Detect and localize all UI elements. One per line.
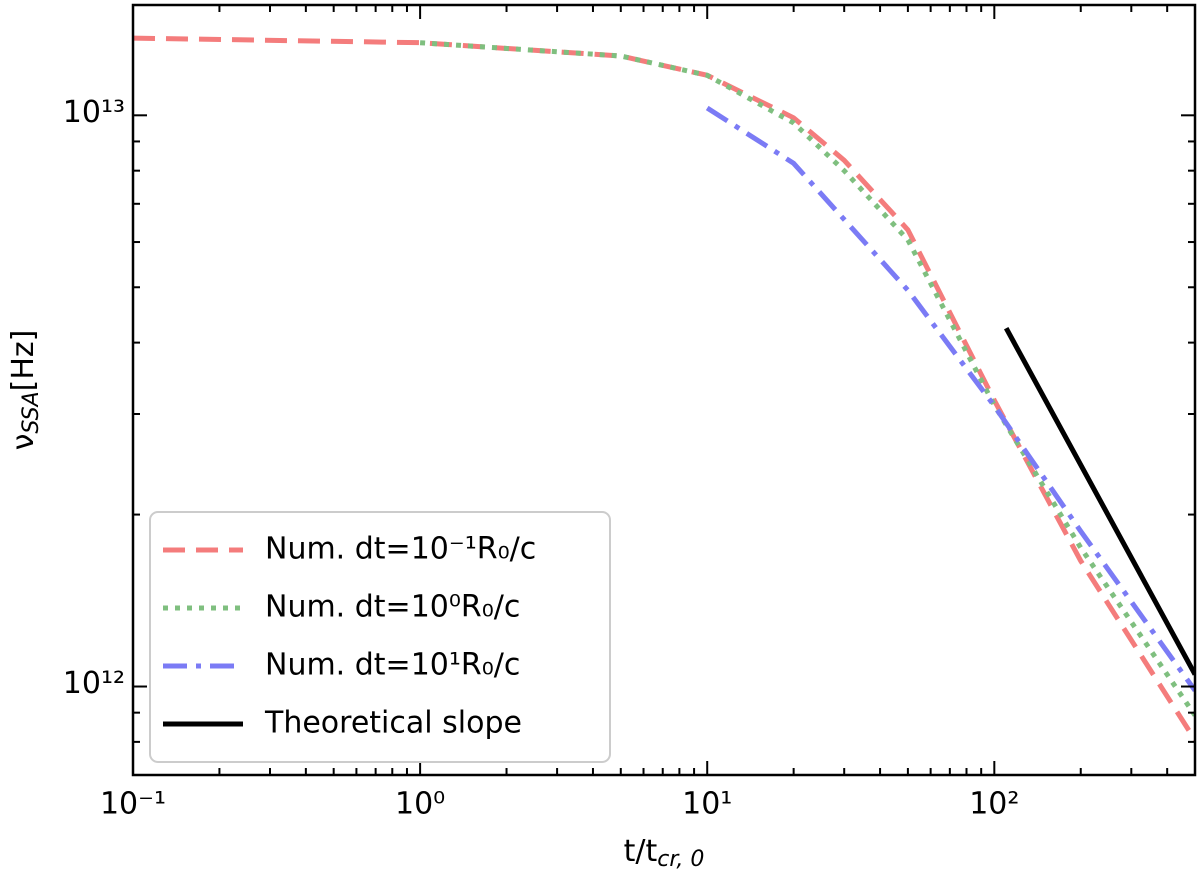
series-line (419, 40, 1195, 717)
axes-frame (131, 3, 1197, 777)
x-label-sub: cr, 0 (657, 847, 704, 872)
legend-box (149, 511, 611, 763)
series-line (133, 35, 1195, 742)
y-tick-label: 10¹³ (63, 95, 125, 130)
x-tick-label: 10² (969, 787, 1019, 822)
series-line (705, 105, 1195, 692)
y-label-sub: SSA (19, 391, 44, 433)
legend-label: Num. dt=10⁻¹R₀/c (265, 532, 536, 567)
x-axis-label: t/tcr, 0 (624, 834, 705, 872)
y-label-main: ν (6, 434, 41, 451)
x-tick-label: 10⁻¹ (100, 787, 166, 822)
y-axis-label: νSSA[Hz] (6, 330, 45, 451)
legend-label: Num. dt=10⁰R₀/c (265, 590, 520, 625)
y-label-suffix: [Hz] (6, 330, 41, 392)
plot-area (133, 35, 1195, 742)
legend-label: Theoretical slope (264, 706, 522, 741)
legend-label: Num. dt=10¹R₀/c (265, 648, 520, 683)
x-label-main: t/t (624, 834, 658, 869)
x-tick-label: 10⁰ (395, 787, 445, 822)
y-tick-label: 10¹² (63, 666, 125, 701)
series-line (1004, 327, 1195, 676)
x-tick-label: 10¹ (682, 787, 732, 822)
